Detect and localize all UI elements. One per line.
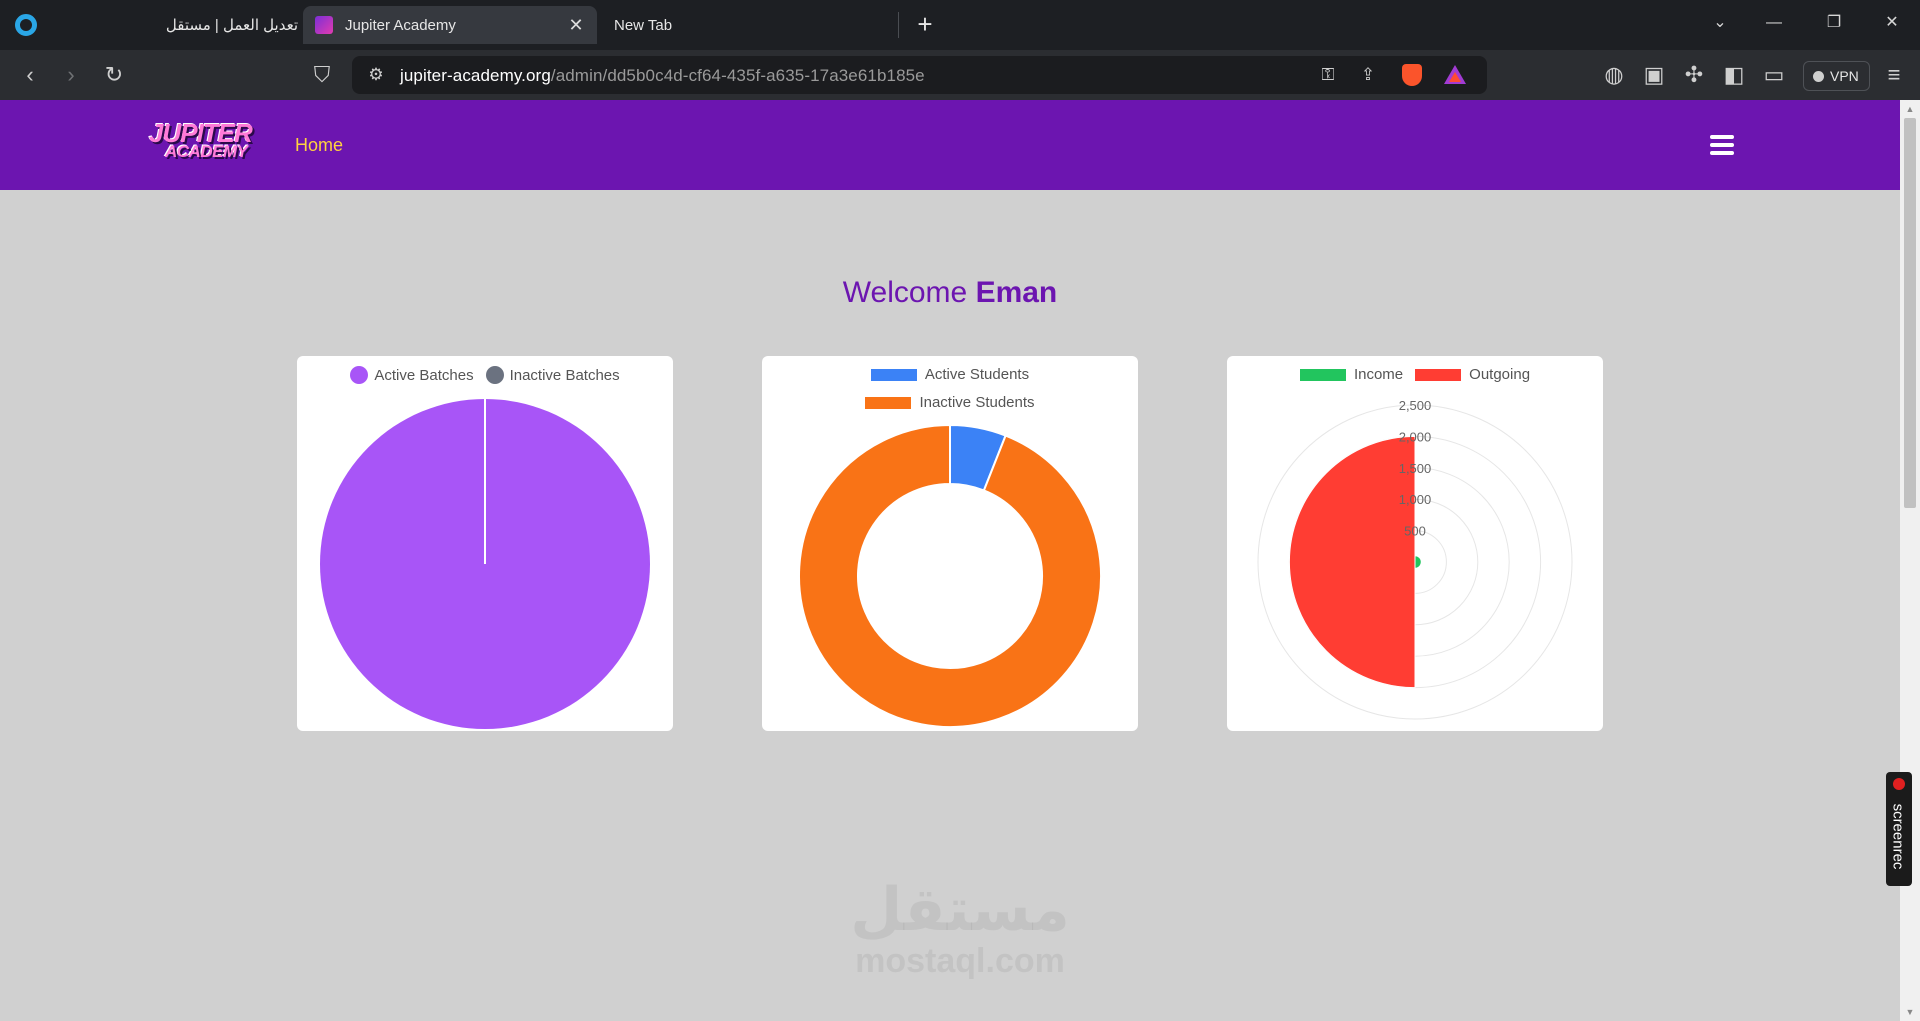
url-host: jupiter-academy.org	[400, 66, 551, 85]
legend-label: Inactive Students	[919, 394, 1035, 411]
new-tab-button[interactable]: +	[917, 9, 933, 39]
polar-grid-ring	[1257, 404, 1573, 720]
logo-text-top: JUPITER	[149, 118, 253, 148]
legend-label: Income	[1353, 366, 1404, 383]
hamburger-menu-icon[interactable]	[1710, 135, 1734, 155]
doughnut-segment-inactive-students[interactable]	[798, 423, 1102, 728]
tab-mostaql[interactable]: تعديل العمل | مستقل	[150, 6, 298, 44]
sidebar-toggle-icon[interactable]: ◧	[1723, 62, 1745, 87]
finance-chart-card: Income Outgoing 500 1,000 1,500 2,000 2,500	[1227, 356, 1603, 731]
legend-outgoing[interactable]: Outgoing	[1415, 366, 1530, 383]
finance-polar-chart[interactable]: 500 1,000 1,500 2,000 2,500	[1227, 356, 1603, 731]
nav-home-link[interactable]: Home	[295, 135, 344, 155]
welcome-prefix: Welcome	[842, 276, 968, 309]
legend-active-batches[interactable]: Active Batches	[350, 366, 474, 384]
screenshot-camera-icon[interactable]: ▣	[1643, 62, 1665, 87]
inactive-students-swatch	[865, 396, 912, 409]
bookmark-icon[interactable]: ⛉	[313, 62, 331, 87]
legend-inactive-students[interactable]: Inactive Students	[865, 394, 1035, 411]
share-icon[interactable]: ⇪	[1360, 65, 1376, 84]
site-navbar: JUPITER ACADEMY Home	[0, 100, 1900, 190]
legend-label: Active Batches	[374, 366, 474, 384]
polar-tick-label: 2,500	[1399, 398, 1432, 413]
brave-shields-icon[interactable]	[1402, 64, 1422, 86]
url-text[interactable]: jupiter-academy.org/admin/dd5b0c4d-cf64-…	[400, 66, 925, 86]
tab-search-chevron-icon[interactable]: ⌄	[1713, 14, 1727, 31]
extensions-puzzle-icon[interactable]: ✣	[1684, 62, 1704, 87]
tab-jupiter-academy[interactable]: Jupiter Academy ✕	[303, 6, 597, 44]
main-menu-icon[interactable]: ≡	[1887, 62, 1901, 87]
watermark-latin: mostaql.com	[855, 942, 1065, 980]
legend-label: Outgoing	[1469, 366, 1531, 383]
tab-label: Jupiter Academy	[345, 16, 456, 34]
close-window-icon[interactable]: ✕	[1885, 14, 1899, 31]
translate-globe-icon[interactable]: ◍	[1604, 62, 1624, 87]
students-legend-row-2: Inactive Students	[762, 394, 1138, 411]
record-dot-icon	[1893, 778, 1905, 790]
vpn-label: VPN	[1830, 68, 1859, 84]
url-path: /admin/dd5b0c4d-cf64-435f-a635-17a3e61b1…	[550, 66, 925, 85]
legend-inactive-batches[interactable]: Inactive Batches	[485, 366, 620, 384]
legend-active-students[interactable]: Active Students	[870, 366, 1030, 383]
scroll-down-icon[interactable]: ▼	[1905, 1007, 1915, 1017]
scroll-up-icon[interactable]: ▲	[1905, 104, 1915, 114]
address-bar[interactable]: ⚙ jupiter-academy.org/admin/dd5b0c4d-cf6…	[352, 56, 1487, 94]
password-key-icon[interactable]: ⚿	[1321, 65, 1335, 84]
wallet-icon[interactable]: ▭	[1763, 62, 1785, 87]
outgoing-swatch	[1415, 368, 1462, 381]
screenrec-label: screenrec	[1889, 803, 1907, 870]
income-swatch	[1299, 368, 1346, 381]
batches-legend: Active Batches Inactive Batches	[297, 366, 673, 384]
tab-divider	[898, 12, 899, 38]
browser-menu-icon[interactable]	[15, 14, 37, 36]
welcome-user-name: Eman	[975, 276, 1058, 309]
students-chart-card: Active Students Inactive Students	[762, 356, 1138, 731]
polar-tick-label: 1,500	[1399, 461, 1432, 476]
students-legend-row-1: Active Students	[762, 366, 1138, 383]
legend-label: Inactive Batches	[509, 366, 620, 384]
active-batches-swatch	[350, 366, 369, 384]
polar-segment-outgoing[interactable]	[1288, 435, 1416, 689]
inactive-batches-swatch	[485, 366, 504, 384]
finance-legend: Income Outgoing	[1227, 366, 1603, 383]
screenrec-widget[interactable]: screenrec	[1886, 772, 1912, 886]
site-info-icon[interactable]: ⚙	[368, 65, 384, 84]
browser-tab-bar: تعديل العمل | مستقل Jupiter Academy ✕ Ne…	[0, 0, 1920, 50]
tab-label: New Tab	[614, 16, 673, 34]
back-icon[interactable]: ‹	[26, 62, 34, 87]
polar-segment-income[interactable]	[1414, 555, 1422, 569]
welcome-heading: Welcome Eman	[0, 276, 1900, 310]
batches-chart-card: Active Batches Inactive Batches	[297, 356, 673, 731]
watermark-arabic: مستقل	[850, 876, 1070, 943]
close-tab-icon[interactable]: ✕	[568, 15, 584, 35]
active-students-swatch	[870, 368, 917, 381]
polar-tick-label: 1,000	[1399, 492, 1432, 507]
tab-label: تعديل العمل | مستقل	[165, 17, 298, 34]
reload-icon[interactable]: ↻	[104, 62, 124, 87]
polar-tick-label: 2,000	[1399, 429, 1432, 444]
vpn-status-icon	[1813, 71, 1824, 82]
restore-window-icon[interactable]: ❐	[1826, 14, 1842, 31]
polar-tick-label: 500	[1404, 524, 1426, 539]
logo-text-bottom: ACADEMY	[165, 142, 248, 161]
legend-income[interactable]: Income	[1299, 366, 1404, 383]
vpn-button[interactable]: VPN	[1803, 61, 1870, 91]
tab-new-tab[interactable]: New Tab	[604, 6, 894, 44]
jupiter-favicon-icon	[315, 16, 333, 34]
jupiter-academy-logo[interactable]: JUPITER ACADEMY	[147, 118, 257, 166]
minimize-window-icon[interactable]: —	[1766, 14, 1782, 31]
brave-rewards-icon[interactable]	[1444, 65, 1466, 84]
students-doughnut-chart[interactable]	[762, 356, 1138, 731]
forward-icon[interactable]: ›	[67, 62, 75, 87]
mostaql-watermark: مستقل mostaql.com	[830, 878, 1090, 981]
legend-label: Active Students	[924, 366, 1030, 383]
scroll-thumb[interactable]	[1904, 118, 1916, 508]
batches-pie-chart[interactable]	[297, 356, 673, 731]
